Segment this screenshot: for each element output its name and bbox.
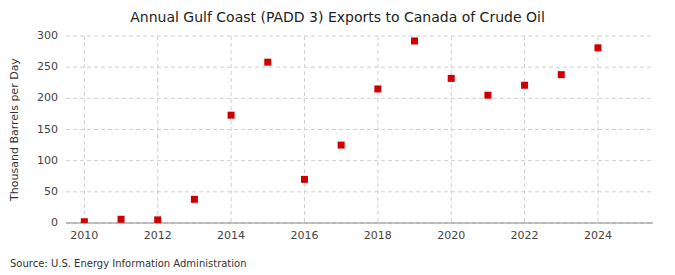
- y-grid-line: [66, 160, 653, 161]
- point: [228, 112, 235, 119]
- x-grid-line: [524, 36, 525, 223]
- point: [118, 216, 125, 223]
- x-tick-label: 2024: [584, 229, 612, 242]
- y-tick-label: 150: [37, 123, 58, 136]
- y-grid-line: [66, 129, 653, 130]
- x-grid-line: [304, 36, 305, 223]
- y-tick-label: 50: [44, 185, 58, 198]
- y-axis-label: Thousand Barrels per Day: [8, 58, 21, 202]
- x-tick-label: 2016: [290, 229, 318, 242]
- point: [264, 59, 271, 66]
- source-note: Source: U.S. Energy Information Administ…: [10, 258, 247, 269]
- y-grid-line: [66, 191, 653, 192]
- axes: 0 50 100 150 200 250 300 2010 2012 2014 2016 2018 20…: [37, 29, 653, 242]
- grid: [66, 36, 653, 223]
- y-grid-line: [66, 36, 653, 37]
- y-grid-line: [66, 98, 653, 99]
- y-tick-label: 0: [51, 216, 58, 229]
- x-tick-label: 2020: [437, 229, 465, 242]
- point: [411, 37, 418, 44]
- x-grid-line: [451, 36, 452, 223]
- point: [191, 196, 198, 203]
- y-tick-label: 100: [37, 154, 58, 167]
- x-grid-line: [377, 36, 378, 223]
- y-tick-label: 200: [37, 91, 58, 104]
- marks: [81, 37, 602, 223]
- x-grid-line: [597, 36, 598, 223]
- y-grid-line: [66, 223, 653, 224]
- point: [301, 176, 308, 183]
- point: [448, 75, 455, 82]
- x-tick-label: 2014: [217, 229, 245, 242]
- point: [374, 85, 381, 92]
- point: [338, 142, 345, 149]
- point: [81, 218, 88, 223]
- point: [154, 216, 161, 223]
- chart-container: 0 50 100 150 200 250 300 2010 2012 2014 2016 2018 20…: [0, 0, 675, 275]
- x-axis-line: [66, 223, 653, 224]
- x-grid-line: [84, 36, 85, 223]
- x-grid-line: [157, 36, 158, 223]
- y-grid-line: [66, 67, 653, 68]
- point: [594, 44, 601, 51]
- x-grid-line: [231, 36, 232, 223]
- y-tick-label: 300: [37, 29, 58, 42]
- point: [484, 92, 491, 99]
- x-tick-label: 2012: [144, 229, 172, 242]
- point: [558, 71, 565, 78]
- x-tick-label: 2022: [511, 229, 539, 242]
- chart-title: Annual Gulf Coast (PADD 3) Exports to Ca…: [130, 9, 545, 25]
- chart-svg: 0 50 100 150 200 250 300 2010 2012 2014 2016 2018 20…: [0, 0, 675, 275]
- x-tick-label: 2010: [70, 229, 98, 242]
- x-tick-label: 2018: [364, 229, 392, 242]
- y-tick-label: 250: [37, 60, 58, 73]
- point: [521, 82, 528, 89]
